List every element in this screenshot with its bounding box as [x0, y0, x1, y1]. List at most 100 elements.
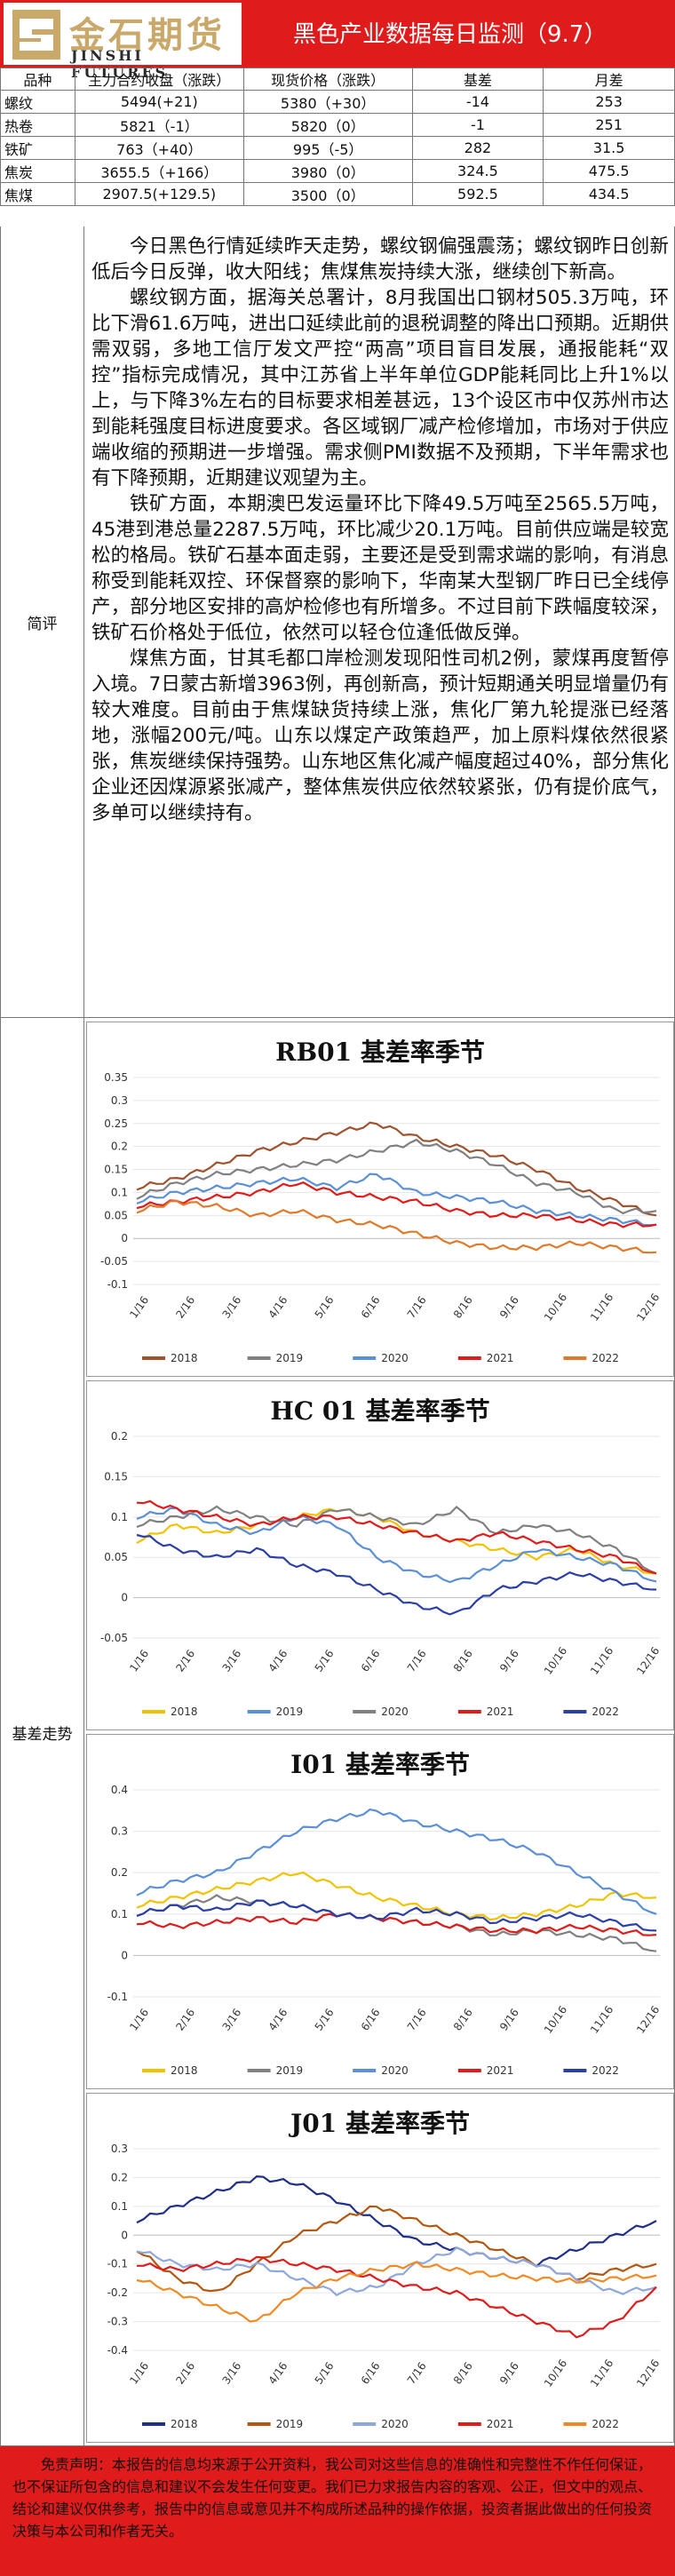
series-line-2019	[136, 1507, 657, 1584]
product-cell: 热卷	[0, 113, 75, 137]
report-header: 金石期货 JINSHI FUTURES 黑色产业数据每日监测（9.7）	[0, 0, 675, 81]
x-tick-label: 2/16	[173, 2360, 197, 2387]
x-tick-label: 10/16	[542, 1292, 569, 1324]
legend-label: 2018	[171, 1352, 198, 1364]
series-line-2020	[136, 1505, 657, 1575]
month-spread-cell: 253	[543, 90, 675, 114]
futures-close-cell: 763（+40）	[74, 136, 244, 160]
y-tick-label: 0.1	[111, 1908, 128, 1920]
x-tick-label: 8/16	[451, 2360, 475, 2387]
summary-paragraph-iron-ore: 铁矿方面，本期澳巴发运量环比下降49.5万吨至2565.5万吨，45港到港总量2…	[91, 493, 669, 644]
series-line-2022	[136, 1899, 657, 1932]
y-tick-label: 0	[121, 2229, 128, 2241]
series-line-2018	[136, 1871, 657, 1921]
x-tick-label: 3/16	[219, 1294, 243, 1321]
column-header-futures-close: 主力合约收盘（涨跌）	[74, 68, 244, 91]
product-cell: 螺纹	[0, 90, 75, 114]
brand-name-cn: 金石期货	[69, 14, 226, 56]
y-tick-label: 0.2	[111, 1430, 128, 1443]
futures-close-cell: 5494(+21)	[74, 90, 244, 114]
chart-hc01: HC 01 基差率季节 -0.05 0 0.05 0.1 0.15 0.2 1/16 2/16…	[86, 1380, 674, 1730]
basis-cell: 324.5	[411, 159, 544, 183]
x-tick-label: 10/16	[542, 2004, 569, 2036]
series-line-2018	[136, 2174, 657, 2268]
x-tick-label: 5/16	[313, 1648, 337, 1674]
product-cell: 铁矿	[0, 136, 75, 160]
column-header-product: 品种	[0, 68, 75, 91]
y-tick-label: -0.3	[107, 2316, 128, 2328]
x-tick-label: 10/16	[542, 1645, 569, 1677]
month-spread-cell: 251	[543, 113, 675, 137]
y-tick-label: -0.4	[107, 2344, 128, 2357]
x-tick-label: 6/16	[359, 2007, 383, 2033]
legend-label: 2021	[487, 1705, 514, 1718]
x-tick-label: 4/16	[266, 1648, 290, 1674]
y-tick-label: -0.2	[107, 2286, 128, 2299]
month-spread-cell: 31.5	[543, 136, 675, 160]
basis-charts-section: 基差走势 RB01 基差率季节 -0.1 -0.05 0 0.05 0.1 0.15 0.2…	[0, 1018, 675, 2446]
x-tick-label: 8/16	[451, 2007, 475, 2033]
x-tick-label: 12/16	[634, 1292, 662, 1324]
x-tick-label: 1/16	[127, 2360, 151, 2387]
summary-label: 简评	[1, 227, 84, 1018]
price-table: 品种 主力合约收盘（涨跌） 现货价格（涨跌） 基差 月差 螺纹 5494(+21…	[0, 68, 675, 206]
y-tick-label: -0.1	[107, 2258, 128, 2270]
futures-close-cell: 2907.5(+129.5)	[74, 182, 244, 206]
y-tick-label: 0	[121, 1232, 128, 1244]
x-tick-label: 4/16	[266, 2007, 290, 2033]
legend-label: 2020	[381, 2064, 409, 2077]
table-row: 螺纹 5494(+21) 5380（+30） -14 253	[0, 90, 675, 114]
x-tick-label: 9/16	[497, 1294, 521, 1321]
y-tick-label: -0.1	[107, 1278, 128, 1291]
x-tick-label: 6/16	[359, 1294, 383, 1321]
y-tick-label: -0.1	[107, 1991, 128, 2003]
x-tick-label: 9/16	[497, 2007, 521, 2033]
chart-plot: -0.1 -0.05 0 0.05 0.1 0.15 0.2 0.25 0.3 0.35 1/16 2…	[100, 1071, 662, 1364]
x-tick-label: 11/16	[588, 2357, 615, 2389]
x-tick-label: 3/16	[219, 2360, 243, 2387]
x-tick-label: 11/16	[588, 2004, 615, 2036]
x-tick-label: 3/16	[219, 2007, 243, 2033]
series-line-2022	[136, 1533, 657, 1616]
x-tick-label: 1/16	[127, 2007, 151, 2033]
spot-price-cell: 3500（0）	[242, 182, 413, 206]
x-tick-label: 6/16	[359, 2360, 383, 2387]
x-tick-label: 7/16	[405, 2007, 429, 2033]
spot-price-cell: 3980（0）	[242, 159, 413, 183]
disclaimer: 免责声明：本报告的信息均来源于公开资料，我公司对这些信息的准确性和完整性不作任何…	[0, 2446, 675, 2576]
legend-label: 2020	[381, 1352, 409, 1364]
legend-label: 2018	[171, 2418, 198, 2430]
series-line-2020	[136, 1173, 657, 1227]
x-tick-label: 9/16	[497, 1648, 521, 1674]
x-tick-label: 5/16	[313, 2007, 337, 2033]
legend-label: 2019	[276, 1705, 304, 1718]
x-tick-label: 11/16	[588, 1645, 615, 1677]
futures-close-cell: 5821（-1）	[74, 113, 244, 137]
summary-paragraph-rebar: 螺纹钢方面，据海关总署计，8月我国出口钢材505.3万吨，环比下滑61.6万吨，…	[91, 287, 669, 489]
report-title: 黑色产业数据每日监测（9.7）	[293, 21, 608, 48]
column-header-month-spread: 月差	[543, 68, 675, 91]
x-tick-label: 4/16	[266, 2360, 290, 2387]
legend-label: 2021	[487, 2064, 514, 2077]
futures-close-cell: 3655.5（+166）	[74, 159, 244, 183]
legend-label: 2019	[276, 2064, 304, 2077]
y-tick-label: 0.05	[104, 1209, 128, 1221]
series-line-2019	[136, 1894, 657, 1952]
legend-label: 2020	[381, 1705, 409, 1718]
basis-cell: 282	[411, 136, 544, 160]
y-tick-label: 0.3	[111, 2143, 128, 2155]
x-tick-label: 1/16	[127, 1648, 151, 1674]
x-tick-label: 2/16	[173, 2007, 197, 2033]
legend-label: 2020	[381, 2418, 409, 2430]
chart-plot: -0.4 -0.3 -0.2 -0.1 0 0.1 0.2 0.3 1/16 2/16 3/16 4/…	[107, 2143, 663, 2430]
jinshi-logo-icon	[12, 10, 60, 60]
chart-plot: -0.05 0 0.05 0.1 0.15 0.2 1/16 2/16 3/16 4/16 5/16…	[100, 1430, 662, 1718]
legend-label: 2019	[276, 1352, 304, 1364]
disclaimer-text: 免责声明：本报告的信息均来源于公开资料，我公司对这些信息的准确性和完整性不作任何…	[12, 2456, 653, 2540]
y-tick-label: 0.1	[111, 1186, 128, 1198]
x-tick-label: 2/16	[173, 1648, 197, 1674]
x-tick-label: 6/16	[359, 1648, 383, 1674]
y-tick-label: 0.3	[111, 1094, 128, 1107]
x-tick-label: 12/16	[634, 2004, 662, 2036]
y-tick-label: -0.05	[100, 1632, 128, 1644]
